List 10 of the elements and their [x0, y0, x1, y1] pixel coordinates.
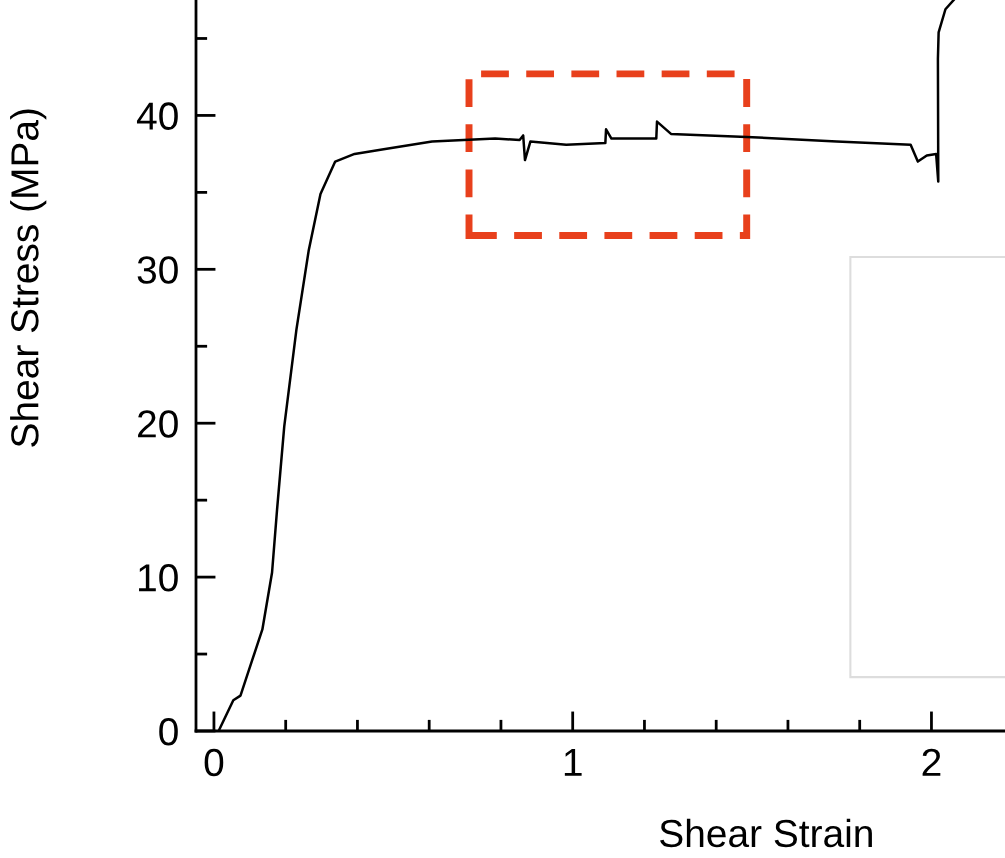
x-axis-title: Shear Strain — [660, 818, 872, 848]
y-tick-label: 10 — [139, 564, 178, 592]
y-tick-label: 0 — [159, 717, 178, 746]
y-axis-title: Shear Stress (MPa) — [10, 109, 47, 447]
x-tick-label: 1 — [564, 749, 582, 776]
x-tick-label: 0 — [204, 748, 224, 777]
y-tick-label: 40 — [136, 102, 178, 130]
y-tick-label: 20 — [138, 410, 178, 438]
y-tick-label: 30 — [137, 256, 178, 284]
x-tick-label: 2 — [922, 748, 941, 776]
